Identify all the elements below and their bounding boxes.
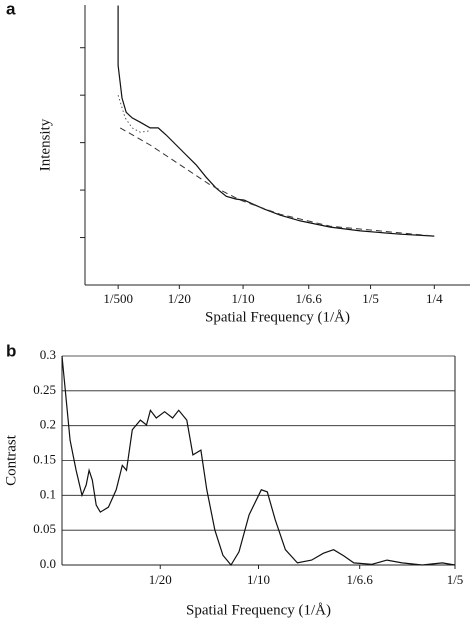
y-tick-label: 0.0 [40,556,56,571]
x-tick-label: 1/5 [362,291,379,306]
y-axis-title: Intensity [37,118,53,171]
panel-label: b [6,341,16,360]
x-tick-label: 1/5 [447,572,464,587]
y-tick-label: 0.25 [33,382,56,397]
x-axis-title: Spatial Frequency (1/Å) [186,602,331,618]
x-tick-label: 1/10 [232,291,255,306]
x-tick-label: 1/6.6 [296,291,323,306]
y-axis-title: Contrast [3,434,19,486]
curve [119,127,435,237]
y-tick-label: 0.15 [33,451,56,466]
x-tick-label: 1/20 [149,572,172,587]
curve [61,355,456,567]
curve [117,95,151,133]
y-tick-label: 0.2 [40,417,56,432]
x-axis-title: Spatial Frequency (1/Å) [205,309,350,325]
x-tick-label: 1/4 [426,291,443,306]
panel-label: a [6,0,16,18]
x-tick-label: 1/10 [247,572,270,587]
y-tick-label: 0.1 [40,486,56,501]
x-tick-label: 1/500 [103,291,133,306]
curve [117,5,435,237]
y-tick-label: 0.05 [33,521,56,536]
x-tick-label: 1/20 [168,291,191,306]
x-tick-label: 1/6.6 [347,572,374,587]
y-tick-label: 0.3 [40,347,56,362]
